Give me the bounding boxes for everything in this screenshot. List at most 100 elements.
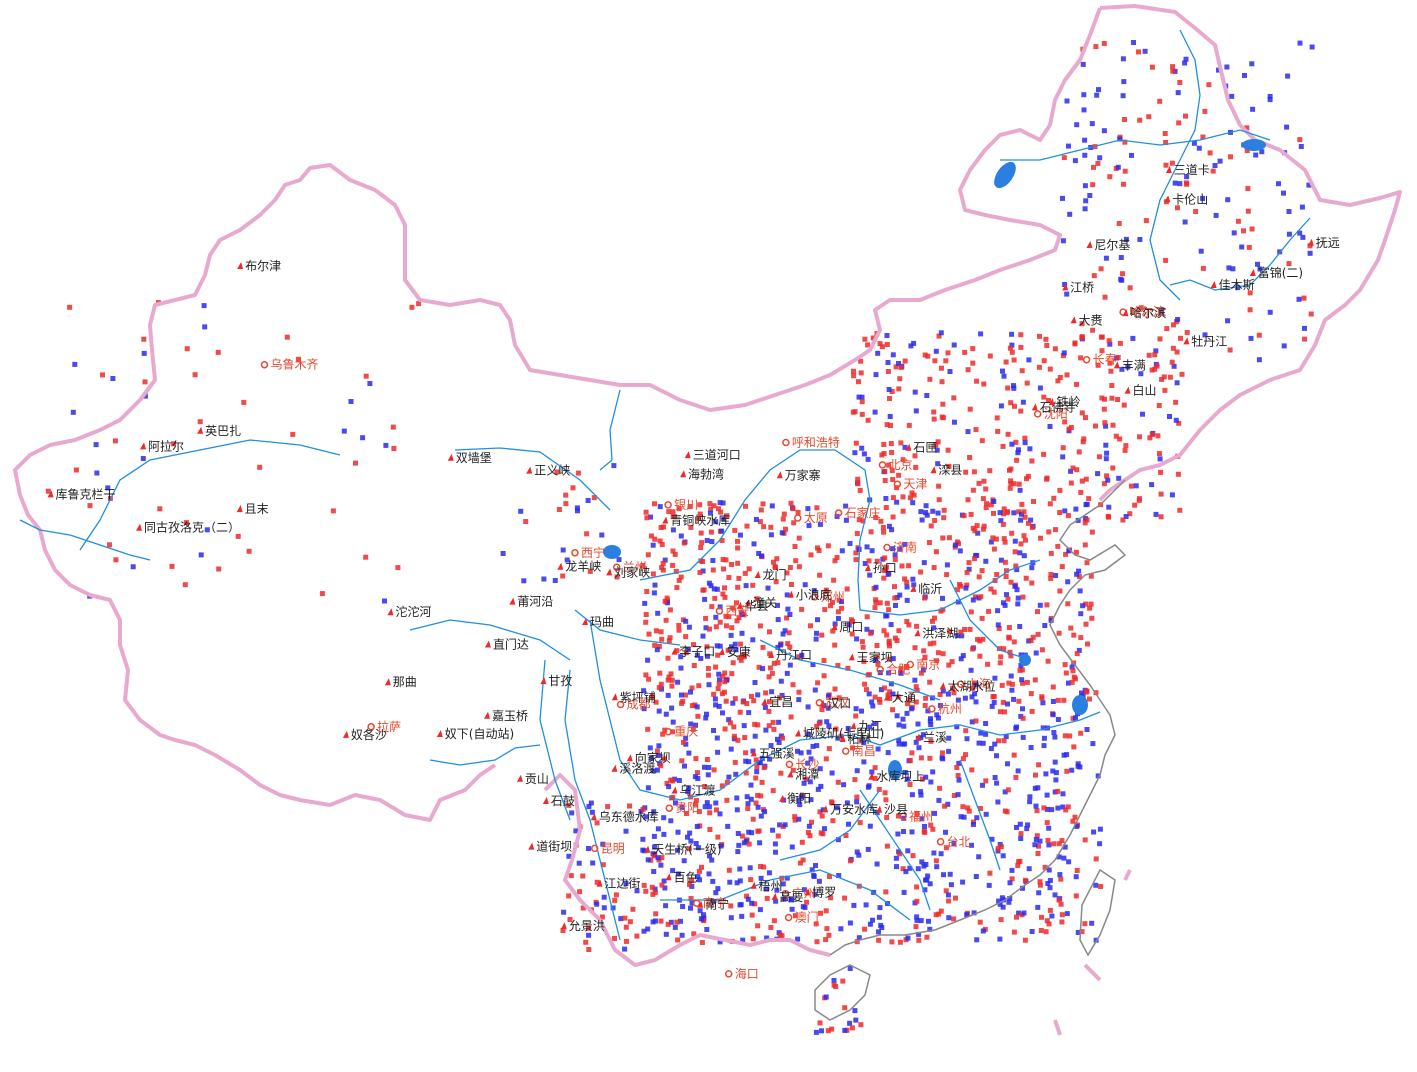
station-marker[interactable] xyxy=(865,846,871,852)
station-marker[interactable] xyxy=(686,750,692,756)
station-marker[interactable] xyxy=(861,658,867,664)
station-marker[interactable] xyxy=(182,582,188,588)
station-marker[interactable] xyxy=(1082,152,1088,158)
station-marker[interactable] xyxy=(655,855,661,861)
station-marker[interactable] xyxy=(910,500,916,506)
station-marker[interactable] xyxy=(977,638,983,644)
station-marker[interactable] xyxy=(1069,664,1075,670)
station-marker[interactable] xyxy=(1170,64,1176,70)
station-marker[interactable] xyxy=(936,483,942,489)
station-marker[interactable] xyxy=(736,842,742,848)
station-marker[interactable] xyxy=(1183,56,1189,62)
station-marker[interactable] xyxy=(1007,345,1013,351)
station-marker[interactable] xyxy=(1002,559,1008,565)
station-marker[interactable] xyxy=(987,870,993,876)
station-marker[interactable] xyxy=(862,561,868,566)
hydro-station-marker[interactable] xyxy=(140,442,146,450)
station-marker[interactable] xyxy=(660,560,666,566)
station-marker[interactable] xyxy=(789,844,795,850)
city-marker[interactable] xyxy=(781,889,790,898)
hydro-station-marker[interactable] xyxy=(697,900,704,908)
station-marker[interactable] xyxy=(897,592,903,598)
station-marker[interactable] xyxy=(830,599,835,605)
station-marker[interactable] xyxy=(834,805,840,811)
station-marker[interactable] xyxy=(967,455,973,460)
station-marker[interactable] xyxy=(818,910,823,916)
station-marker[interactable] xyxy=(835,837,841,843)
station-marker[interactable] xyxy=(1065,513,1071,519)
station-marker[interactable] xyxy=(799,606,805,612)
station-marker[interactable] xyxy=(909,750,915,756)
station-marker[interactable] xyxy=(1080,693,1086,699)
station-marker[interactable] xyxy=(1107,360,1113,366)
station-marker[interactable] xyxy=(901,723,907,729)
station-marker[interactable] xyxy=(983,778,989,784)
station-marker[interactable] xyxy=(1066,143,1071,149)
station-marker[interactable] xyxy=(1076,449,1082,455)
station-marker[interactable] xyxy=(1089,615,1095,621)
station-marker[interactable] xyxy=(1016,910,1022,916)
station-marker[interactable] xyxy=(1089,121,1095,127)
station-marker[interactable] xyxy=(932,810,937,816)
station-marker[interactable] xyxy=(736,615,742,621)
station-marker[interactable] xyxy=(726,774,732,780)
station-marker[interactable] xyxy=(744,523,750,529)
station-marker[interactable] xyxy=(1000,521,1006,527)
station-marker[interactable] xyxy=(886,523,892,529)
hydro-station-marker[interactable] xyxy=(626,754,633,762)
station-marker[interactable] xyxy=(1033,803,1039,809)
station-marker[interactable] xyxy=(717,811,723,817)
station-marker[interactable] xyxy=(716,703,722,709)
station-marker[interactable] xyxy=(765,585,771,591)
station-marker[interactable] xyxy=(142,379,148,385)
station-marker[interactable] xyxy=(720,591,726,597)
station-marker[interactable] xyxy=(1217,158,1223,164)
station-marker[interactable] xyxy=(859,394,865,400)
station-marker[interactable] xyxy=(896,722,902,728)
station-marker[interactable] xyxy=(999,682,1005,688)
station-marker[interactable] xyxy=(1046,825,1052,831)
station-marker[interactable] xyxy=(713,890,719,896)
station-marker[interactable] xyxy=(1158,514,1164,520)
station-marker[interactable] xyxy=(778,678,784,684)
station-marker[interactable] xyxy=(679,700,685,706)
station-marker[interactable] xyxy=(1093,882,1099,888)
station-marker[interactable] xyxy=(856,394,862,400)
station-marker[interactable] xyxy=(831,978,837,983)
station-marker[interactable] xyxy=(696,515,702,521)
station-marker[interactable] xyxy=(1063,670,1069,676)
station-marker[interactable] xyxy=(500,551,506,556)
station-marker[interactable] xyxy=(1007,649,1013,655)
station-marker[interactable] xyxy=(699,940,705,945)
station-marker[interactable] xyxy=(566,853,572,859)
station-marker[interactable] xyxy=(866,691,872,697)
station-marker[interactable] xyxy=(1200,265,1206,271)
station-marker[interactable] xyxy=(746,759,752,765)
station-marker[interactable] xyxy=(570,485,576,491)
station-marker[interactable] xyxy=(575,508,580,514)
station-marker[interactable] xyxy=(972,691,978,697)
station-marker[interactable] xyxy=(1175,471,1181,477)
station-marker[interactable] xyxy=(706,682,712,688)
station-marker[interactable] xyxy=(1011,510,1017,516)
station-marker[interactable] xyxy=(1090,182,1096,188)
hydro-station-marker[interactable] xyxy=(136,523,142,531)
station-marker[interactable] xyxy=(612,897,618,903)
hydro-station-marker[interactable] xyxy=(665,873,672,881)
station-marker[interactable] xyxy=(931,416,937,422)
station-marker[interactable] xyxy=(674,585,680,591)
hydro-station-marker[interactable] xyxy=(557,562,564,570)
station-marker[interactable] xyxy=(914,623,920,629)
station-marker[interactable] xyxy=(859,411,865,417)
station-marker[interactable] xyxy=(1060,195,1065,201)
station-marker[interactable] xyxy=(1073,893,1079,899)
station-marker[interactable] xyxy=(183,520,189,526)
station-marker[interactable] xyxy=(919,816,925,822)
station-marker[interactable] xyxy=(1019,501,1025,507)
station-marker[interactable] xyxy=(1018,663,1024,668)
station-marker[interactable] xyxy=(783,526,788,532)
station-marker[interactable] xyxy=(1286,209,1292,214)
station-marker[interactable] xyxy=(594,820,600,826)
station-marker[interactable] xyxy=(1047,501,1053,507)
station-marker[interactable] xyxy=(955,697,961,703)
